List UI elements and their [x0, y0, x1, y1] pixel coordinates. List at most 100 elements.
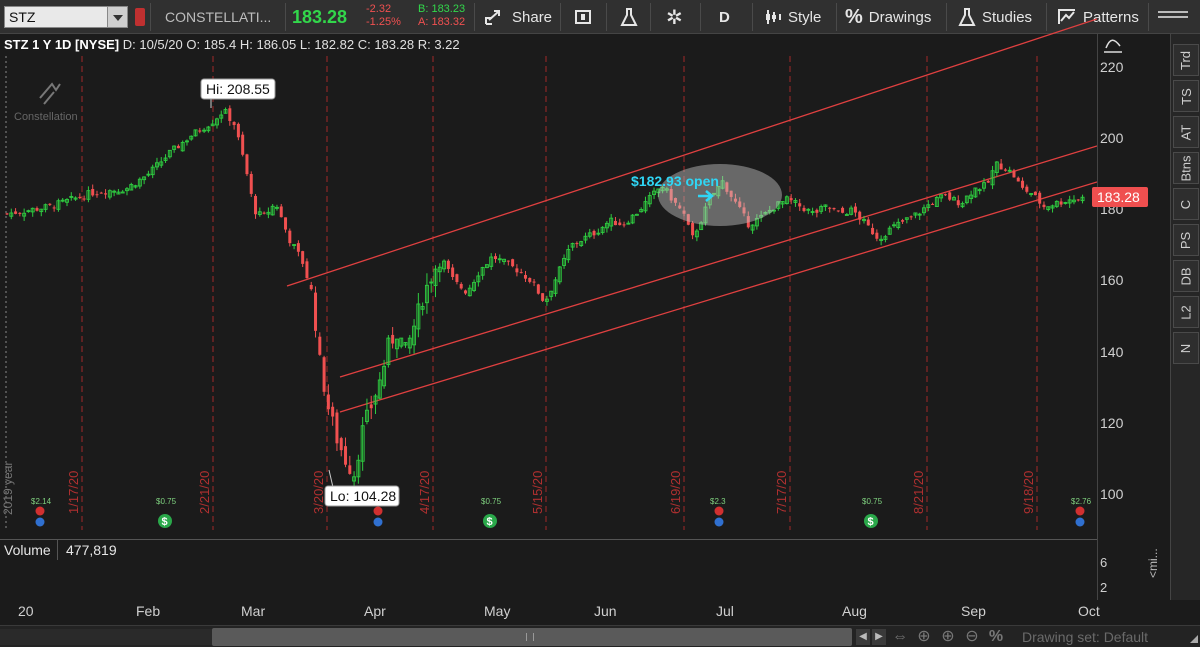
- candle-body: [159, 161, 164, 166]
- split-icon[interactable]: [714, 517, 724, 527]
- price-axis-tick: 200: [1100, 130, 1124, 146]
- candle-body: [622, 224, 626, 226]
- studies-button[interactable]: Studies: [958, 0, 1032, 34]
- time-axis-label: Oct: [1078, 603, 1100, 619]
- time-axis-label: May: [484, 603, 511, 619]
- dividend-amount: $2.3: [710, 497, 726, 506]
- side-tab-at[interactable]: AT: [1173, 116, 1199, 148]
- share-button[interactable]: Share: [484, 0, 552, 34]
- candle-body: [587, 232, 592, 237]
- symbol-dropdown-icon[interactable]: [107, 7, 127, 27]
- candle-body: [296, 243, 300, 252]
- crosshair-icon[interactable]: ⊕: [917, 628, 931, 645]
- percent-scale-icon[interactable]: %: [988, 628, 1004, 645]
- chart-style-toggle-icon[interactable]: [1102, 36, 1124, 54]
- earnings-icon[interactable]: [35, 506, 45, 516]
- candle-body: [596, 232, 601, 235]
- side-tab-db[interactable]: DB: [1173, 260, 1199, 292]
- candle-body: [917, 213, 922, 216]
- candle-body: [819, 206, 824, 212]
- candle-body: [228, 108, 232, 121]
- scroll-right-icon[interactable]: ▶: [872, 629, 886, 645]
- highlight-ellipse[interactable]: [658, 164, 782, 226]
- candle-body: [331, 406, 335, 417]
- aggregation-selector[interactable]: D: [719, 0, 730, 34]
- style-button[interactable]: Style: [764, 0, 821, 34]
- earnings-icon[interactable]: [1075, 506, 1085, 516]
- top-toolbar: STZ CONSTELLATI... 183.28 -2.32 -1.25% B…: [0, 0, 1200, 34]
- fit-icon[interactable]: ⇔: [892, 628, 908, 645]
- candle-body: [746, 216, 750, 228]
- dividend-icon[interactable]: [483, 514, 497, 528]
- candle-body: [729, 190, 733, 197]
- candle-body: [322, 357, 326, 392]
- dividend-icon[interactable]: [158, 514, 172, 528]
- scroll-track[interactable]: [0, 629, 212, 645]
- add-alert-button[interactable]: [574, 0, 594, 34]
- price-chart[interactable]: 1/17/20 2/21/20 3/20/20 4/17/20 5/15/20 6/19/…: [0, 0, 1097, 566]
- scroll-thumb[interactable]: [212, 628, 852, 646]
- flask-button[interactable]: [620, 0, 638, 34]
- zoom-in-icon[interactable]: ⊕: [941, 628, 955, 645]
- more-icon[interactable]: [1158, 0, 1188, 34]
- candle-body: [210, 123, 215, 127]
- candle-body: [703, 206, 708, 224]
- candle-body: [562, 257, 566, 266]
- side-tab-c[interactable]: C: [1173, 188, 1199, 220]
- scroll-left-icon[interactable]: ◀: [856, 629, 870, 645]
- earnings-icon[interactable]: [714, 506, 724, 516]
- candle-body: [407, 337, 412, 349]
- candle-body: [459, 284, 463, 289]
- symbol-input[interactable]: STZ: [4, 6, 128, 28]
- channel-line[interactable]: [339, 145, 1097, 378]
- style-label: Style: [788, 8, 822, 26]
- channel-line[interactable]: [339, 181, 1097, 413]
- candle-body: [91, 188, 95, 196]
- earnings-icon[interactable]: [373, 506, 383, 516]
- chart-scrollbar[interactable]: ◀ ▶ ⇔ ⊕ ⊕ ⊖ % Drawing set: Default: [0, 625, 1200, 647]
- gear-icon[interactable]: ✲: [666, 6, 683, 29]
- candle-body: [56, 200, 61, 210]
- link-color-icon[interactable]: [135, 8, 145, 26]
- candle-body: [823, 204, 828, 208]
- side-tab-label: Btns: [1178, 154, 1194, 182]
- side-tab-trd[interactable]: Trd: [1173, 44, 1199, 76]
- side-tab-n[interactable]: N: [1173, 332, 1199, 364]
- candle-body: [22, 212, 27, 217]
- candle-body: [403, 342, 408, 346]
- candle-body: [1025, 186, 1029, 192]
- candle-body: [43, 204, 48, 210]
- candle-body: [1059, 201, 1063, 205]
- candle-body: [977, 189, 982, 192]
- drawing-set-caret-icon[interactable]: [1190, 635, 1198, 643]
- side-tab-ps[interactable]: PS: [1173, 224, 1199, 256]
- side-tab-ts[interactable]: TS: [1173, 80, 1199, 112]
- period-date-label: 3/20/20: [311, 471, 326, 514]
- split-icon[interactable]: [1075, 517, 1085, 527]
- drawings-label: Drawings: [868, 8, 932, 26]
- drawing-set-label[interactable]: Drawing set: Default: [1022, 629, 1149, 645]
- share-label: Share: [512, 8, 553, 26]
- split-icon[interactable]: [373, 517, 383, 527]
- side-tab-l2[interactable]: L2: [1173, 296, 1199, 328]
- drawings-button[interactable]: % Drawings: [845, 0, 931, 34]
- candle-body: [618, 222, 622, 226]
- channel-line[interactable]: [286, 18, 1097, 287]
- candle-body: [112, 190, 117, 193]
- candle-body: [875, 232, 879, 239]
- candle-body: [198, 130, 202, 132]
- candle-body: [862, 218, 866, 222]
- patterns-button[interactable]: Patterns: [1057, 0, 1139, 34]
- candle-body: [480, 267, 485, 276]
- candle-body: [437, 266, 442, 273]
- candle-body: [360, 425, 365, 462]
- dividend-icon[interactable]: [864, 514, 878, 528]
- candle-body: [266, 211, 271, 215]
- zoom-out-icon[interactable]: ⊖: [965, 628, 979, 645]
- symbol-value: STZ: [9, 9, 36, 25]
- split-icon[interactable]: [35, 517, 45, 527]
- candle-body: [99, 192, 103, 194]
- side-tab-btns[interactable]: Btns: [1173, 152, 1199, 184]
- candle-body: [720, 180, 725, 189]
- price-axis[interactable]: [1097, 34, 1170, 600]
